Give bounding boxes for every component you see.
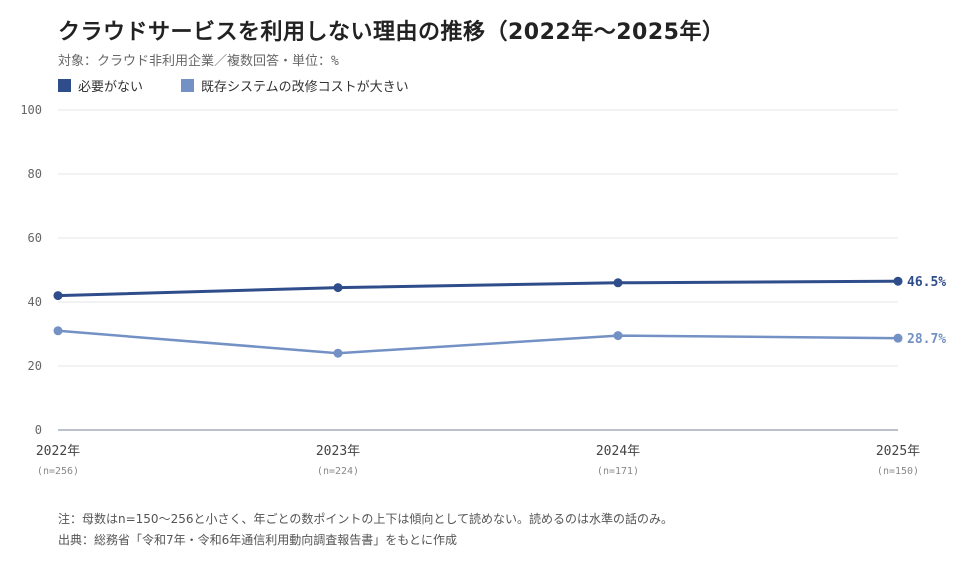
series-line-0 bbox=[57, 279, 899, 298]
end-label-series-0: 46.5% bbox=[907, 275, 946, 290]
series-lines bbox=[53, 276, 903, 358]
end-label-series-1: 28.7% bbox=[907, 332, 946, 347]
y-tick-label-20: 20 bbox=[28, 359, 42, 373]
y-tick-label-60: 60 bbox=[28, 231, 42, 245]
y-tick-label-100: 100 bbox=[20, 103, 42, 117]
y-axis-ticks: 0 20 40 60 80 100 bbox=[20, 103, 42, 437]
footnote-note: 注：母数はn=150〜256と小さく、年ごとの数ポイントの上下は傾向として読めな… bbox=[58, 512, 673, 526]
series-0-point-1 bbox=[333, 283, 343, 293]
series-0-point-2 bbox=[613, 278, 623, 288]
legend-label-no-need: 必要がない bbox=[78, 80, 144, 95]
legend-swatch-no-need bbox=[58, 79, 71, 92]
series-0-point-3 bbox=[893, 276, 903, 286]
legend-swatch-migration-cost bbox=[181, 79, 195, 92]
y-tick-label-0: 0 bbox=[35, 423, 42, 437]
chart-title: クラウドサービスを利用しない理由の推移（2022年〜2025年） bbox=[58, 20, 725, 45]
x-tick-label-3: 2025年 bbox=[876, 444, 920, 459]
y-tick-label-40: 40 bbox=[28, 295, 42, 309]
series-1-point-0 bbox=[53, 326, 63, 336]
footnote-source: 出典：総務省「令和7年・令和6年通信利用動向調査報告書」をもとに作成 bbox=[58, 533, 458, 547]
end-labels: 46.5% 28.7% bbox=[907, 275, 946, 347]
legend: 必要がない 既存システムの改修コストが大きい bbox=[58, 76, 447, 95]
series-1-point-1 bbox=[333, 348, 343, 358]
grid-lines bbox=[58, 109, 898, 367]
chart-subtitle: 対象：クラウド非利用企業／複数回答・単位：% bbox=[58, 54, 339, 69]
series-0-point-0 bbox=[53, 291, 63, 301]
legend-label-migration-cost: 既存システムの改修コストが大きい bbox=[201, 80, 409, 95]
x-tick-note-2: (n=171) bbox=[597, 466, 639, 477]
x-axis-labels: 2022年 (n=256) 2023年 (n=224) 2024年 (n=171) 2025… bbox=[36, 444, 920, 477]
series-line-1 bbox=[57, 329, 899, 355]
x-tick-label-1: 2023年 bbox=[316, 444, 360, 459]
footnotes: 注：母数はn=150〜256と小さく、年ごとの数ポイントの上下は傾向として読めな… bbox=[58, 509, 673, 551]
legend-item-migration-cost: 既存システムの改修コストが大きい bbox=[181, 76, 409, 95]
y-tick-label-80: 80 bbox=[28, 167, 42, 181]
legend-item-no-need: 必要がない bbox=[58, 76, 143, 95]
x-tick-note-0: (n=256) bbox=[37, 466, 79, 477]
x-tick-note-1: (n=224) bbox=[317, 466, 359, 477]
series-1-point-2 bbox=[613, 331, 623, 341]
x-tick-label-2: 2024年 bbox=[596, 444, 640, 459]
series-1-point-3 bbox=[893, 333, 903, 343]
x-tick-note-3: (n=150) bbox=[877, 466, 919, 477]
x-tick-label-0: 2022年 bbox=[36, 444, 80, 459]
